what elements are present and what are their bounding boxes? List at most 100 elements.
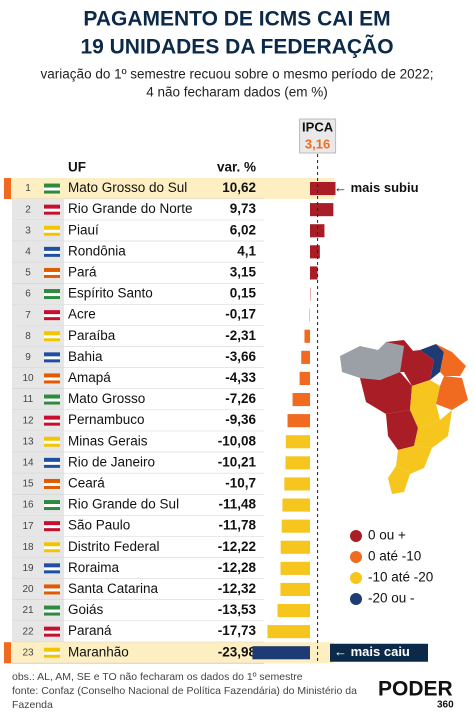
value-label: -12,32 <box>218 581 256 596</box>
row-background <box>4 578 334 600</box>
rank: 9 <box>25 352 31 363</box>
row-background <box>4 283 334 305</box>
rank: 22 <box>22 626 34 637</box>
rows: 1 Mato Grosso do Sul 10,62 2 Rio Grande do N… <box>4 178 336 664</box>
flag <box>44 271 60 275</box>
source: Fazenda <box>12 699 53 711</box>
rank-cell <box>12 199 64 221</box>
flag <box>44 588 60 592</box>
row-background <box>4 262 334 284</box>
rank-cell <box>12 642 64 664</box>
value-label: -0,17 <box>225 307 256 322</box>
value-label: -17,73 <box>218 623 257 638</box>
subtitle: 4 não fecharam dados (em %) <box>146 85 328 100</box>
bar <box>252 646 310 660</box>
row-background <box>4 557 334 579</box>
value-label: -12,22 <box>218 539 256 554</box>
bar <box>310 266 318 280</box>
value-label: 6,02 <box>230 222 256 237</box>
row-background <box>4 241 334 263</box>
bar <box>280 540 310 554</box>
bar <box>280 582 310 596</box>
rank-cell <box>12 536 64 558</box>
rank-cell <box>12 325 64 347</box>
rank-cell <box>12 452 64 474</box>
value-label: -3,66 <box>225 349 256 364</box>
state-name: Distrito Federal <box>68 539 160 554</box>
state-name: Amapá <box>68 370 111 385</box>
bar <box>310 224 325 238</box>
bar <box>282 498 310 512</box>
source: fonte: Confaz (Conselho Nacional de Polí… <box>12 685 357 697</box>
legend-label: 0 até -10 <box>368 549 421 564</box>
state-name: Roraima <box>68 560 120 575</box>
flag <box>44 504 60 508</box>
rank-cell <box>12 410 64 432</box>
rank: 14 <box>22 457 34 468</box>
state-name: Paraná <box>68 623 112 638</box>
rank-cell <box>12 389 64 411</box>
flag <box>44 377 60 381</box>
flag <box>44 567 60 571</box>
row-background <box>4 199 334 221</box>
bar <box>284 477 310 491</box>
rank: 4 <box>25 246 31 257</box>
flag <box>44 609 60 613</box>
state-name: Mato Grosso <box>68 391 145 406</box>
rank-cell <box>12 621 64 643</box>
bar <box>301 350 310 364</box>
bar <box>285 456 310 470</box>
bar <box>292 393 310 407</box>
row-background <box>4 304 334 326</box>
flag <box>44 482 60 486</box>
state-name: Rio Grande do Norte <box>68 201 193 216</box>
rank: 2 <box>25 204 31 215</box>
title: PAGAMENTO DE ICMS CAI EM <box>83 8 390 31</box>
highlight-stripe <box>4 642 11 664</box>
rank-cell <box>12 367 64 389</box>
annotation-bg <box>330 643 428 662</box>
state-name: Paraíba <box>68 328 116 343</box>
state-name: Rio de Janeiro <box>68 454 155 469</box>
bar <box>287 414 310 428</box>
rank-cell <box>12 178 64 200</box>
bar <box>310 203 334 217</box>
flag <box>44 314 60 318</box>
flag <box>44 250 60 254</box>
value-label: 4,1 <box>237 243 256 258</box>
value-label: -11,78 <box>218 518 256 533</box>
flag <box>44 440 60 444</box>
rank-cell <box>12 241 64 263</box>
state-name: Rondônia <box>68 243 126 258</box>
rank: 10 <box>22 373 34 384</box>
value-label: 0,15 <box>230 286 257 301</box>
title: 19 UNIDADES DA FEDERAÇÃO <box>80 36 393 59</box>
map-region <box>340 342 404 380</box>
flag <box>44 335 60 339</box>
rank: 12 <box>22 415 34 426</box>
value-label: -10,7 <box>225 476 256 491</box>
rank: 20 <box>22 584 34 595</box>
map-region <box>360 372 412 414</box>
map-region <box>420 344 444 380</box>
value-label: -10,08 <box>218 433 257 448</box>
rank-cell <box>12 557 64 579</box>
row-background <box>4 410 334 432</box>
legend: 0 ou + 0 até -10 -10 até -20 -20 ou - <box>350 528 433 606</box>
bar <box>304 329 310 343</box>
bar <box>267 625 310 639</box>
rank: 6 <box>25 289 31 300</box>
map-region <box>414 410 452 448</box>
map-region <box>436 344 466 376</box>
rank: 3 <box>25 225 31 236</box>
flag <box>44 419 60 423</box>
bar <box>285 435 310 449</box>
row-background <box>4 473 334 495</box>
row-background <box>4 600 334 622</box>
rank-cell <box>12 494 64 516</box>
state-name: São Paulo <box>68 518 130 533</box>
value-label: 9,73 <box>230 201 257 216</box>
map-region <box>404 350 434 386</box>
flag <box>44 208 60 212</box>
